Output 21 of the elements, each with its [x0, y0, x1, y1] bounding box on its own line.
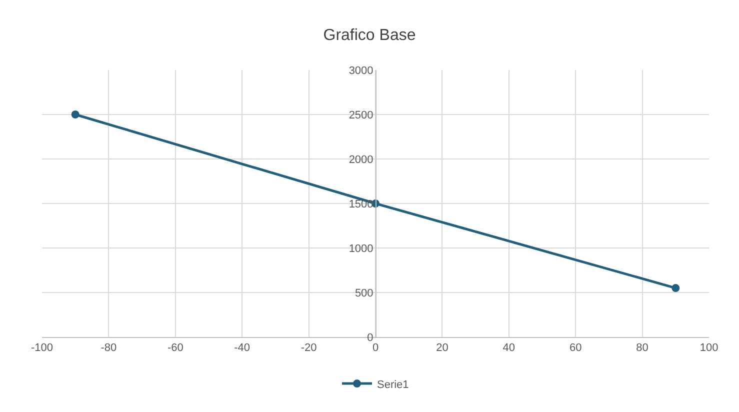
y-tick-label: 500	[354, 287, 374, 300]
x-tick-label: -40	[234, 342, 250, 354]
x-tick-label: 20	[436, 342, 448, 354]
chart-title: Grafico Base	[323, 27, 416, 44]
y-tick-label: 0	[367, 332, 374, 344]
x-tick-label: 40	[502, 342, 516, 354]
y-tick-label: 1500	[348, 198, 374, 210]
x-tick-label: 60	[569, 342, 582, 354]
point	[672, 284, 680, 292]
x-tick-label: -20	[300, 342, 317, 354]
legend-label: Serie1	[377, 378, 409, 391]
y-tick-label: 2000	[348, 154, 374, 166]
x-tick-label: -100	[30, 342, 54, 354]
x-tick-label: -60	[167, 342, 184, 354]
x-tick-label: 80	[636, 342, 648, 354]
x-tick-label: -80	[100, 342, 117, 354]
x-tick-label: 100	[700, 342, 718, 354]
y-tick-label: 1000	[348, 242, 374, 255]
y-tick-label: 2500	[348, 109, 374, 122]
y-tick-label: 3000	[348, 64, 374, 77]
point	[71, 110, 80, 118]
